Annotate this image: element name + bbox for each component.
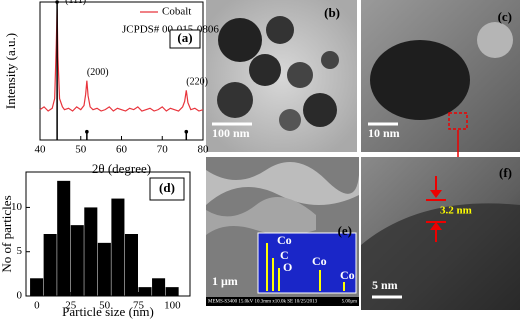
panel-label-box: [169, 29, 201, 49]
x-tick-label: 50: [99, 300, 111, 312]
x-tick-label: 70: [157, 144, 169, 156]
bar: [138, 287, 152, 296]
eds-label: O: [283, 260, 292, 274]
sem-footer-scale: 5.00μm: [342, 300, 357, 305]
legend-label: Cobalt: [162, 6, 191, 18]
bar: [30, 278, 44, 296]
panel-label-box: [149, 177, 185, 201]
x-tick-label: 80: [198, 144, 210, 156]
eds-label: Co: [340, 268, 355, 282]
bar: [70, 225, 84, 296]
bar: [124, 234, 138, 296]
panel-label: (d): [159, 180, 175, 195]
y-axis-label: Intensity (a.u.): [3, 33, 18, 109]
x-axis-label: Particle size (nm): [62, 304, 154, 319]
y-tick-label: 5: [17, 245, 23, 257]
bar: [43, 234, 57, 296]
x-tick-label: 60: [116, 144, 128, 156]
x-axis-label: 2θ (degree): [92, 161, 151, 176]
panel-label: (b): [324, 5, 340, 20]
peak-label: (220): [186, 77, 208, 88]
panel-label: (e): [338, 223, 352, 238]
panel-e: Co C O Co Co (e) 1 μm MEMS-S3400 15.0kV …: [206, 157, 359, 306]
y-tick-label: 0: [17, 290, 23, 302]
sem-footer: MEMS-S3400 15.0kV 10.3mm x10.0k SE 10/25…: [208, 300, 318, 305]
bar: [165, 287, 179, 296]
bar: [84, 207, 98, 296]
eds-label: Co: [312, 254, 327, 268]
panel-f: (f) 3.2 nm 5 nm: [361, 157, 520, 310]
bar: [97, 242, 111, 296]
reference-dot: [55, 0, 59, 4]
y-axis-label: No of particles: [0, 195, 14, 272]
scale-label: 5 nm: [372, 278, 398, 292]
y-tick-label: 10: [11, 201, 23, 213]
scale-label: 100 nm: [212, 126, 250, 140]
reference-dot: [85, 129, 89, 134]
peak-label: (200): [87, 67, 109, 78]
measure-label: 3.2 nm: [440, 205, 472, 217]
scale-label: 1 μm: [212, 274, 238, 288]
x-tick-label: 0: [34, 300, 40, 312]
panel-label: (a): [177, 30, 192, 45]
x-tick-label: 100: [164, 300, 181, 312]
reference-dot: [184, 129, 189, 134]
scale-label: 10 nm: [368, 126, 400, 140]
x-tick-label: 40: [35, 144, 47, 156]
eds-label: C: [280, 248, 289, 262]
panel-label: (f): [499, 165, 512, 180]
eds-label: Co: [277, 233, 292, 247]
bar: [152, 278, 166, 296]
panel-c: (c) 10 nm: [361, 0, 520, 152]
panel-b: (b) 100 nm: [206, 0, 357, 152]
x-tick-label: 75: [133, 300, 145, 312]
x-tick-label: 50: [75, 144, 87, 156]
bar: [57, 180, 71, 296]
panel-label: (c): [498, 9, 512, 24]
x-tick-label: 25: [65, 300, 77, 312]
peak-label: (111): [65, 0, 86, 6]
bar: [111, 198, 125, 296]
data-line: [39, 8, 204, 112]
